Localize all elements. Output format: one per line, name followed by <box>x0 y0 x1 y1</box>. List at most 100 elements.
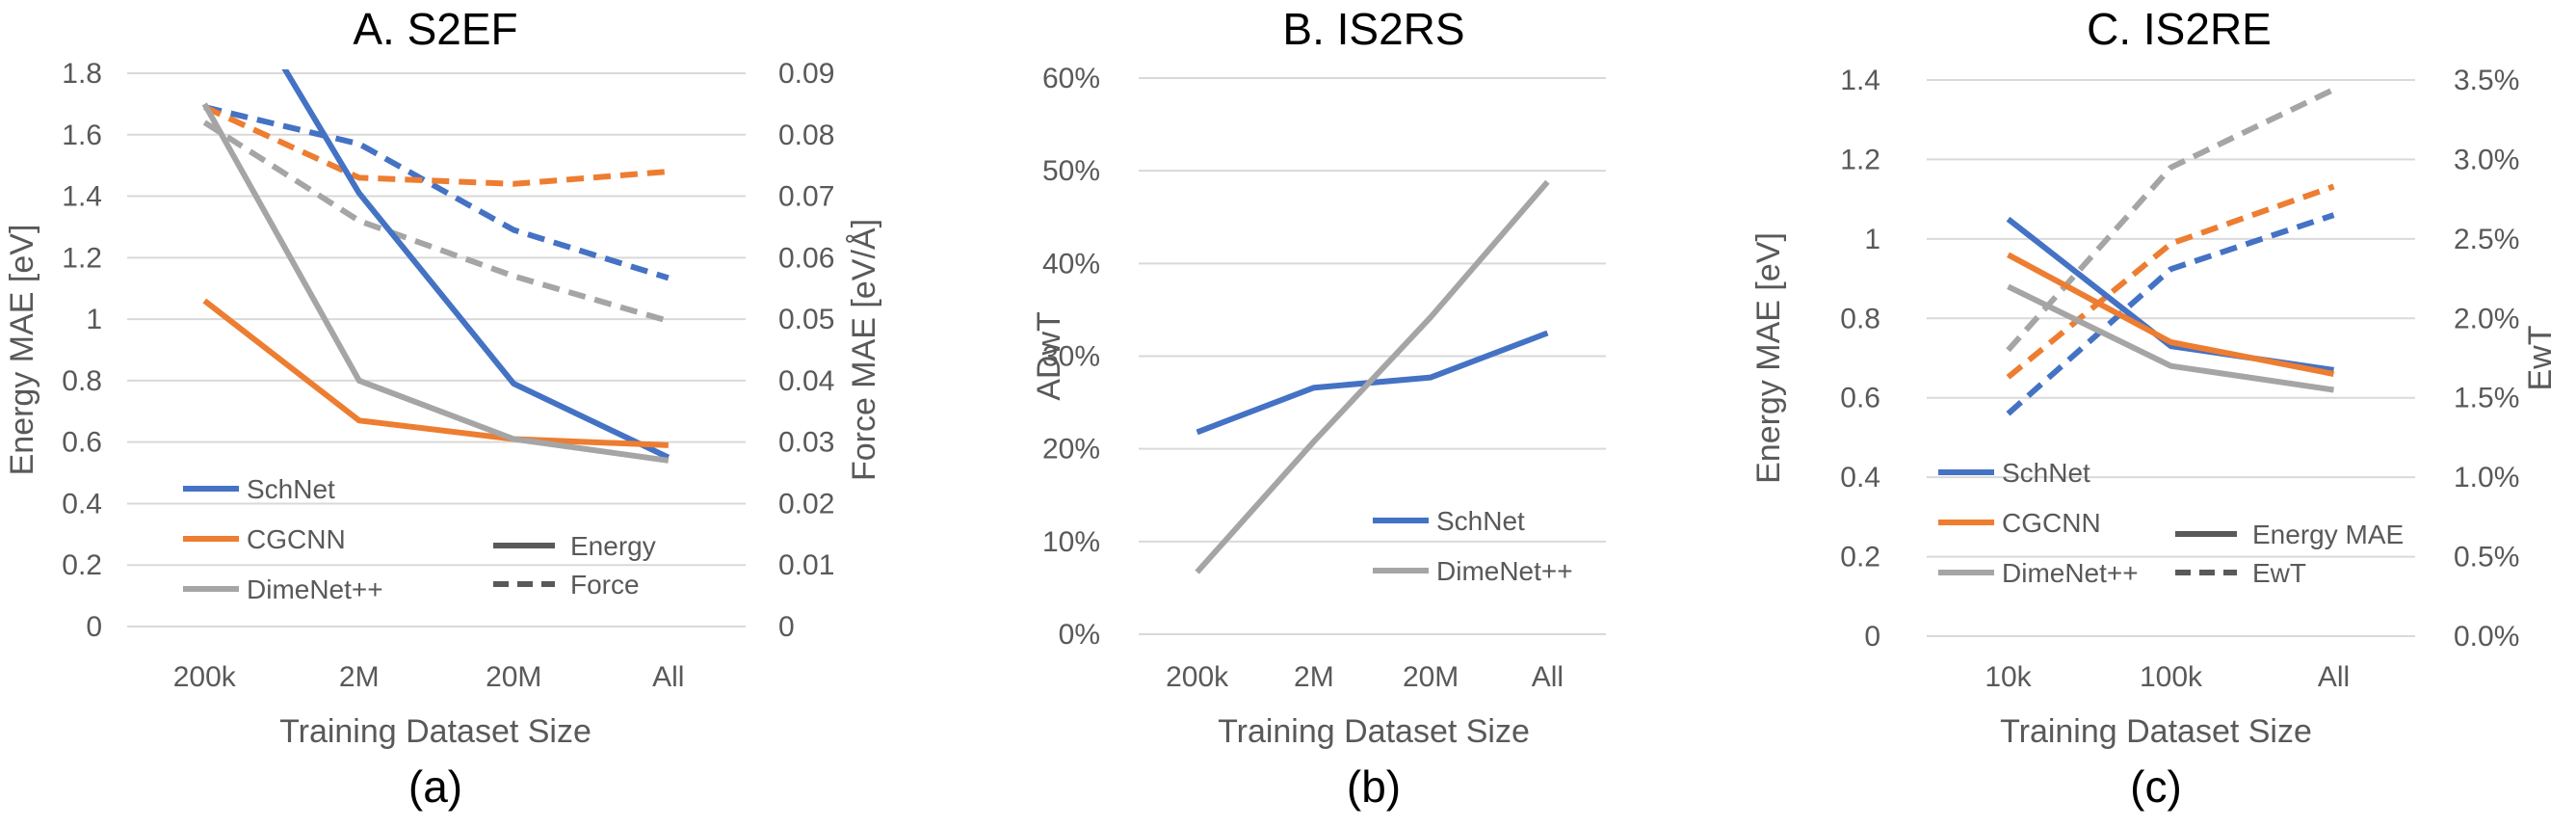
y2-tick-label: 0.01 <box>778 549 834 581</box>
y-tick-label: 1 <box>86 304 102 335</box>
legend-label: SchNet <box>247 474 335 504</box>
y2-tick-label: 0.05 <box>778 304 834 335</box>
y-tick-label: 60% <box>1042 63 1100 94</box>
chart-title: B. IS2RS <box>1282 4 1464 54</box>
y-tick-label: 10% <box>1042 526 1100 558</box>
legend-style-label: Force <box>570 570 640 600</box>
x-tick-label: 100k <box>2140 661 2203 693</box>
legend-label: SchNet <box>2002 458 2090 488</box>
y-tick-label: 20% <box>1042 434 1100 466</box>
chart-title: A. S2EF <box>353 4 517 54</box>
x-tick-label: 20M <box>486 661 541 693</box>
chart-c: 0 0.2 0.4 0.6 0.8 1 1.2 1.4 0.0% 0.5% 1.0% 1.5% 2.0%… <box>1750 4 2559 812</box>
y-tick-label: 0.8 <box>1840 303 1880 334</box>
series-line-dimenet-solid <box>2007 283 2334 393</box>
y-tick-label: 1.8 <box>62 58 102 90</box>
x-tick-label: 200k <box>1166 661 1229 693</box>
y2-tick-label: 3.5% <box>2454 65 2519 96</box>
series-line-cgcnn-dashed <box>2006 183 2335 380</box>
series-line-schnet-dashed <box>203 104 670 281</box>
x-axis-label: Training Dataset Size <box>279 713 591 750</box>
y2-tick-label: 0.08 <box>778 120 834 151</box>
y-tick-label: 1.4 <box>62 181 102 213</box>
y-tick-label: 1.6 <box>62 120 102 151</box>
chart-title: C. IS2RE <box>2087 4 2272 54</box>
series-line-dimenet-solid <box>1195 179 1550 574</box>
x-tick-label: All <box>1532 661 1564 693</box>
chart-b: 0% 10% 20% 30% 40% 50% 60% 200k 2M 20M All B. IS2RS… <box>1031 4 1606 812</box>
y-tick-label: 0.6 <box>62 427 102 459</box>
y2-tick-label: 0.09 <box>778 58 834 90</box>
y2-tick-label: 2.5% <box>2454 224 2519 255</box>
y-tick-label: 0.8 <box>62 365 102 397</box>
legend-label: DimeNet++ <box>247 574 383 604</box>
series-line-cgcnn-solid <box>202 298 669 448</box>
y2-tick-label: 0.06 <box>778 242 834 274</box>
y2-tick-label: 0.0% <box>2454 621 2519 653</box>
y-tick-label: 0.6 <box>1840 383 1880 414</box>
y-tick-label: 0.2 <box>1840 542 1880 574</box>
series-group <box>2006 87 2335 416</box>
y2-tick-label: 2.0% <box>2454 303 2519 334</box>
legend: SchNet CGCNN DimeNet++ Energy MAE EwT <box>1938 458 2404 588</box>
y2-tick-label: 0.04 <box>778 365 834 397</box>
y2-tick-label: 0 <box>778 611 795 643</box>
legend-style-label: Energy <box>570 531 656 561</box>
y-tick-label: 1.2 <box>1840 144 1880 175</box>
x-tick-label: 20M <box>1403 661 1459 693</box>
y-axis-label: Energy MAE [eV] <box>1750 232 1787 484</box>
y2-tick-label: 0.5% <box>2454 542 2519 574</box>
series-line-cgcnn-dashed <box>203 104 670 187</box>
series-group <box>1195 179 1550 574</box>
series-line-schnet-solid <box>2006 216 2334 373</box>
legend-style-label: Energy MAE <box>2252 520 2404 549</box>
legend-label: CGCNN <box>2002 508 2101 538</box>
chart-a: 0 0.2 0.4 0.6 0.8 1 1.2 1.4 1.6 1.8 0 0.01 0.02 0.03 0… <box>4 4 882 812</box>
series-line-cgcnn-solid <box>2007 252 2335 377</box>
y-tick-label: 0% <box>1059 619 1100 651</box>
legend-label: CGCNN <box>247 524 346 554</box>
y-tick-label: 0 <box>1864 621 1880 653</box>
y2-axis-label: Force MAE [eV/Å] <box>846 219 882 481</box>
series-line-dimenet-dashed <box>2006 87 2335 353</box>
figure-caption: (c) <box>2130 761 2182 812</box>
series-line-dimenet-solid <box>201 102 670 464</box>
y-tick-label: 0.2 <box>62 549 102 581</box>
figure-caption: (a) <box>408 761 462 812</box>
x-axis-label: Training Dataset Size <box>2000 713 2312 750</box>
y2-tick-label: 0.03 <box>778 427 834 459</box>
y-tick-label: 30% <box>1042 341 1100 373</box>
series-line-dimenet-dashed <box>202 120 670 324</box>
y2-tick-label: 3.0% <box>2454 144 2519 175</box>
x-tick-label: 200k <box>173 661 237 693</box>
y2-tick-label: 1.0% <box>2454 462 2519 494</box>
legend-label: DimeNet++ <box>1436 556 1573 586</box>
x-tick-label: All <box>652 661 684 693</box>
x-axis-label: Training Dataset Size <box>1218 713 1530 750</box>
series-group <box>201 69 670 464</box>
y-axis-label: ADwT <box>1031 311 1067 401</box>
y-axis-label: Energy MAE [eV] <box>4 225 40 476</box>
x-tick-label: All <box>2318 661 2350 693</box>
x-tick-label: 10k <box>1985 661 2032 693</box>
y-tick-label: 0.4 <box>1840 462 1880 494</box>
y-tick-label: 40% <box>1042 248 1100 280</box>
legend-label: SchNet <box>1436 506 1525 536</box>
y-tick-label: 0 <box>86 611 102 643</box>
figure-caption: (b) <box>1347 761 1401 812</box>
y2-tick-label: 1.5% <box>2454 383 2519 414</box>
y-tick-label: 1.2 <box>62 242 102 274</box>
legend: SchNet DimeNet++ <box>1373 506 1573 586</box>
legend-style-label: EwT <box>2252 558 2306 588</box>
x-tick-label: 2M <box>1294 661 1334 693</box>
x-tick-label: 2M <box>339 661 380 693</box>
y2-tick-label: 0.02 <box>778 488 834 520</box>
y-tick-label: 1 <box>1864 224 1880 255</box>
y2-axis-label: EwT <box>2522 326 2559 391</box>
y-tick-label: 50% <box>1042 155 1100 187</box>
legend-label: DimeNet++ <box>2002 558 2139 588</box>
y2-tick-label: 0.07 <box>778 181 834 213</box>
y-tick-label: 1.4 <box>1840 65 1880 96</box>
series-line-schnet-dashed <box>2006 212 2335 416</box>
